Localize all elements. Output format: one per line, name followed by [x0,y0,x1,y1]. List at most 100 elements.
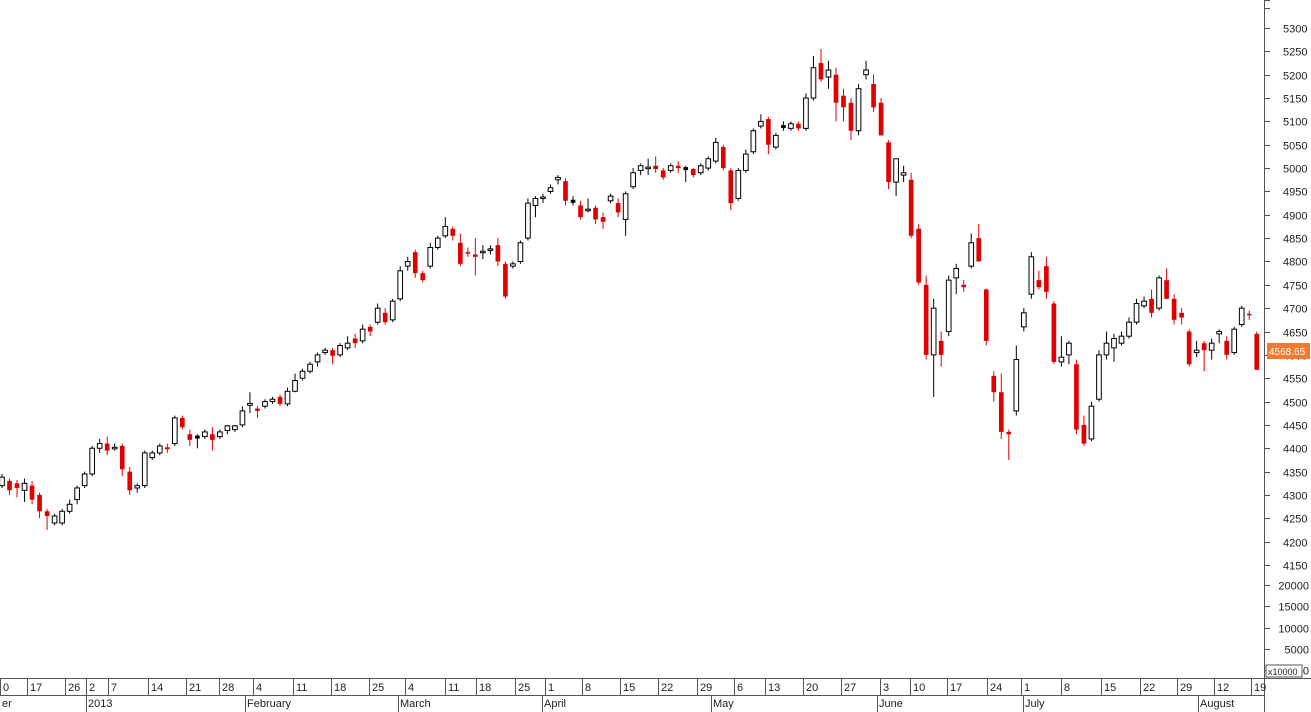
candle [202,429,208,439]
candle-body [59,510,65,524]
day-tick-label: 10 [913,682,925,694]
candle [1208,338,1215,360]
candle [532,196,539,218]
candle [344,336,351,351]
candle-body [667,165,674,171]
candle-body [871,84,876,108]
candle [720,144,726,171]
candle-body [284,390,291,405]
candle [171,415,178,446]
candle [893,158,899,197]
candle [653,156,658,173]
candle-body [352,338,358,344]
candle-body [1238,307,1245,326]
candle [277,394,283,407]
candle-body [863,69,869,76]
candle-body [427,246,434,267]
candle [593,205,598,225]
candle [750,128,757,155]
day-tick-label: 29 [700,682,712,694]
candle [1141,296,1147,309]
candle-body [961,284,967,288]
candle [473,238,478,276]
candle [1074,359,1079,435]
candle-body [855,88,862,132]
candle [314,352,321,367]
candle-body [330,350,335,356]
candle [1058,336,1065,367]
month-label: February [247,698,292,710]
candle [96,438,103,453]
candle-body [517,242,524,262]
candle-body [397,270,404,300]
candle [255,406,260,418]
candle [7,478,12,495]
candle [1006,429,1012,460]
candle-body [442,225,449,237]
candle-body [998,392,1004,432]
candle-body [991,375,997,393]
candle-body [916,228,921,283]
candle [540,193,546,204]
candle [968,233,975,269]
candle [1216,329,1223,344]
candle [1133,298,1140,325]
candle-body [134,485,141,489]
candle [1201,340,1207,372]
candle [833,67,839,122]
candle [37,492,42,519]
candle-body [127,471,133,491]
candle [210,427,215,451]
candle-body [232,425,238,431]
candle [427,242,434,269]
candle-body [645,166,651,170]
candle-body [841,95,846,108]
candle-body [1013,359,1020,412]
candle [645,158,651,176]
candle-body [525,202,531,239]
candle-body [1149,298,1154,313]
day-tick-label: 11 [448,682,459,694]
candle [1164,268,1169,299]
price-tick-label: 4800 [1283,257,1307,269]
day-tick-label: 11 [296,682,307,694]
candle-body [119,445,125,470]
day-tick-label: 15 [623,682,635,694]
candle-body [314,354,321,363]
candle-body [487,248,494,251]
candle-body [976,238,982,262]
candle [1020,308,1027,332]
candle [1126,317,1132,339]
candle [923,275,929,360]
candle [1186,329,1192,367]
day-tick-label: 13 [768,682,780,694]
candle [450,226,456,241]
month-label: er [2,698,12,710]
candle-body [217,431,223,438]
candle-body [600,217,606,222]
candle [503,261,508,299]
candle-body [547,187,554,192]
candle [570,196,576,206]
candle-body [1246,313,1252,316]
price-tick-label: 5000 [1283,164,1307,176]
candle-body [1036,280,1042,288]
candle-body [187,434,193,440]
candle-body [495,245,501,262]
candle-body [1201,343,1207,351]
price-axis-ticks: 4150420042504300435044004450450045504600… [1264,0,1307,573]
candle [404,256,411,271]
candle [374,303,381,325]
month-label: June [879,698,903,710]
candle [156,443,163,456]
day-tick-label: 8 [1064,682,1070,694]
last-price-tag-bg [1267,343,1310,359]
candle-body [968,242,975,267]
day-tick-label: 4 [256,682,262,694]
candle-body [660,170,666,178]
candle [1036,270,1042,290]
day-tick-label: 18 [334,682,346,694]
candle-body [720,147,726,169]
candle [908,172,914,239]
candle [1149,289,1154,318]
